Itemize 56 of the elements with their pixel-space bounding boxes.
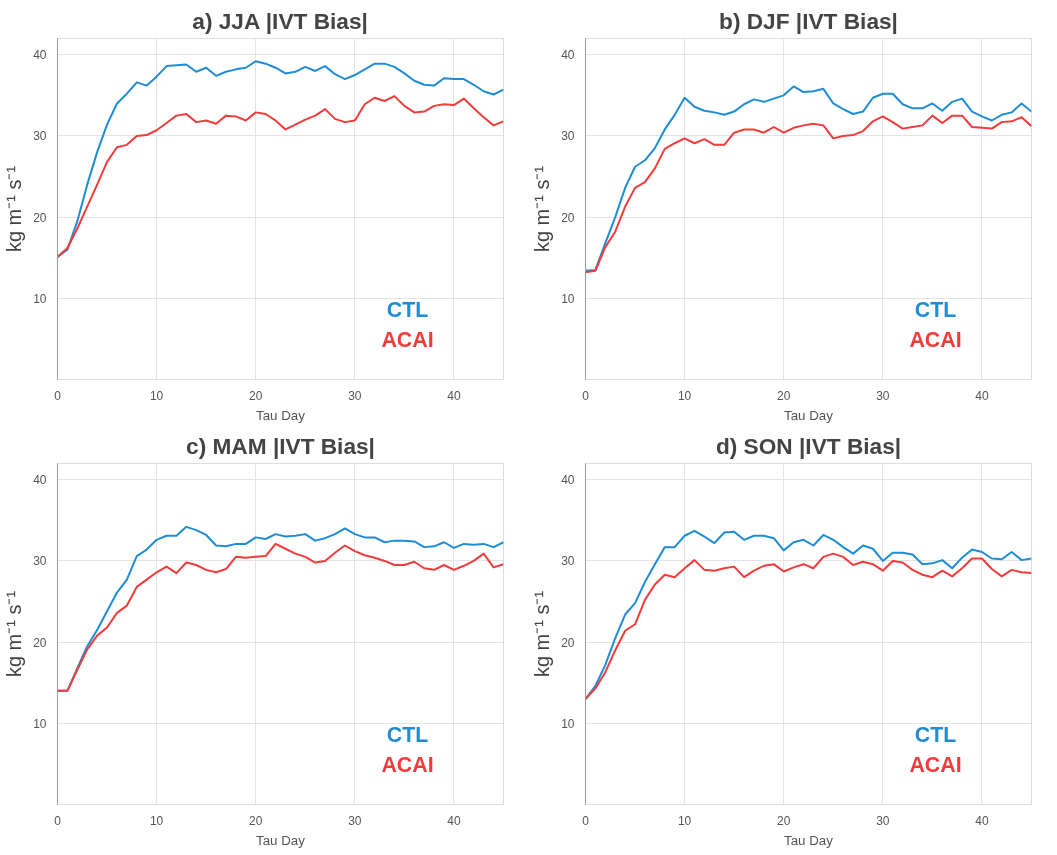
x-tick-label: 10: [677, 813, 692, 828]
text: ACAI: [381, 752, 434, 777]
x-tick-label: 20: [249, 388, 263, 403]
y-tick-label: 40: [561, 48, 575, 63]
x-axis-title: Tau Day: [784, 832, 834, 848]
x-axis-title: Tau Day: [256, 832, 306, 848]
chart-title: a) JJA |IVT Bias|: [192, 7, 368, 34]
x-tick-label: 20: [249, 813, 263, 828]
x-axis-title: Tau Day: [256, 407, 306, 423]
x-tick-label: 30: [876, 388, 890, 403]
y-tick-label: 30: [561, 129, 575, 144]
text: ACAI: [909, 752, 962, 777]
text: CTL: [914, 297, 957, 322]
x-tick-label: 30: [876, 813, 890, 828]
y-tick-label: 40: [33, 473, 47, 488]
x-tick-label: 30: [348, 388, 362, 403]
y-tick-label: 20: [561, 635, 575, 650]
x-tick-label: 0: [54, 388, 62, 403]
text: ACAI: [381, 327, 434, 352]
y-tick-label: 10: [561, 291, 575, 306]
y-tick-label: 30: [561, 554, 575, 569]
y-axis-title: kg m⁻¹ s⁻¹: [3, 590, 26, 678]
x-tick-label: 0: [54, 813, 62, 828]
x-tick-label: 40: [447, 813, 461, 828]
text: CTL: [914, 722, 957, 747]
x-axis-title: Tau Day: [784, 407, 834, 423]
x-tick-label: 10: [149, 388, 164, 403]
x-tick-label: 10: [149, 813, 164, 828]
x-tick-label: 20: [777, 388, 791, 403]
chart-title: b) DJF |IVT Bias|: [719, 7, 898, 34]
y-tick-label: 40: [561, 473, 575, 488]
x-tick-label: 20: [777, 813, 791, 828]
y-axis-title: kg m⁻¹ s⁻¹: [3, 165, 26, 253]
x-tick-label: 40: [447, 388, 461, 403]
y-tick-label: 30: [33, 129, 47, 144]
y-tick-label: 20: [33, 210, 47, 225]
x-tick-label: 10: [677, 388, 692, 403]
y-tick-label: 40: [33, 48, 47, 63]
y-tick-label: 10: [33, 716, 47, 731]
y-tick-label: 20: [561, 210, 575, 225]
x-tick-label: 0: [582, 813, 590, 828]
y-tick-label: 20: [33, 635, 47, 650]
x-tick-label: 40: [975, 388, 989, 403]
text: CTL: [386, 722, 429, 747]
y-axis-title: kg m⁻¹ s⁻¹: [531, 165, 554, 253]
y-axis-title: kg m⁻¹ s⁻¹: [531, 590, 554, 678]
x-tick-label: 30: [348, 813, 362, 828]
text: CTL: [386, 297, 429, 322]
x-tick-label: 40: [975, 813, 989, 828]
chart-title: d) SON |IVT Bias|: [715, 432, 902, 459]
text: ACAI: [909, 327, 962, 352]
x-tick-label: 0: [582, 388, 590, 403]
chart-title: c) MAM |IVT Bias|: [186, 432, 375, 459]
y-tick-label: 30: [33, 554, 47, 569]
y-tick-label: 10: [561, 716, 575, 731]
y-tick-label: 10: [33, 291, 47, 306]
